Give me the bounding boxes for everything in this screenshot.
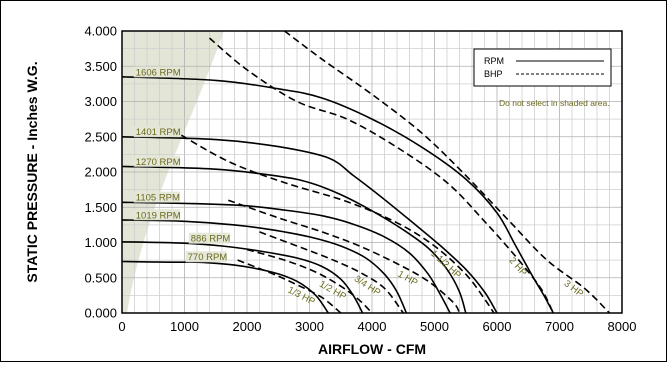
bhp-label-0: 1/3 HP <box>286 285 317 308</box>
bhp-curve-1 <box>246 248 373 313</box>
bhp-curve-6 <box>284 31 611 313</box>
x-tick-label: 8000 <box>608 319 637 334</box>
rpm-label-6: 1606 RPM <box>136 67 181 78</box>
bhp-label-4: 1 1/2 HP <box>428 248 463 281</box>
rpm-label-bg-5 <box>133 126 181 138</box>
legend-label-rpm: RPM <box>484 56 504 66</box>
rpm-label-4: 1270 RPM <box>136 157 181 168</box>
y-tick-label: 0.500 <box>84 270 117 285</box>
rpm-curve-3 <box>122 201 451 313</box>
legend: RPM BHP <box>473 48 612 87</box>
shaded-area-note: Do not select in shaded area. <box>499 98 610 108</box>
x-tick-label: 0 <box>118 319 125 334</box>
y-tick-label: 1.000 <box>84 235 117 250</box>
y-axis-title: STATIC PRESSURE - Inches W.G. <box>24 61 40 282</box>
curves <box>122 31 611 313</box>
legend-box <box>473 48 612 87</box>
x-tick-label: 3000 <box>295 319 324 334</box>
legend-label-bhp: BHP <box>484 69 503 79</box>
rpm-label-0: 770 RPM <box>188 252 228 263</box>
rpm-label-3: 1105 RPM <box>136 193 180 204</box>
y-tick-label: 3.000 <box>84 94 117 109</box>
x-axis-title: AIRFLOW - CFM <box>318 341 426 357</box>
y-tick-label: 3.500 <box>84 59 117 74</box>
bhp-curve-4 <box>171 129 495 313</box>
rpm-curve-5 <box>122 136 498 313</box>
x-tick-label: 6000 <box>483 319 512 334</box>
tick-labels: 0 1000 2000 3000 4000 5000 6000 7000 8000 0.000 0.… <box>84 24 636 335</box>
bhp-curve-3 <box>228 199 461 313</box>
bhp-label-3: 1 HP <box>396 269 420 289</box>
bhp-curve-5 <box>208 37 555 313</box>
rpm-label-5: 1401 RPM <box>136 127 181 138</box>
plot-border <box>121 30 623 314</box>
rpm-curve-4 <box>122 165 467 313</box>
rpm-curve-6 <box>122 76 555 313</box>
rpm-label-2: 1019 RPM <box>136 210 181 221</box>
x-tick-label: 1000 <box>170 319 199 334</box>
rpm-label-1: 886 RPM <box>191 234 231 245</box>
y-tick-label: 4.000 <box>84 24 117 39</box>
y-tick-label: 1.500 <box>84 200 117 215</box>
rpm-curve-1 <box>122 241 364 313</box>
bhp-label-6: 3 HP <box>562 278 585 299</box>
rpm-label-bg-1 <box>188 232 230 244</box>
rpm-label-bg-2 <box>133 209 181 221</box>
grid <box>122 31 622 313</box>
x-tick-label: 7000 <box>545 319 574 334</box>
y-tick-label: 0.000 <box>84 306 117 321</box>
rpm-curve-2 <box>122 219 408 313</box>
rpm-label-bg-6 <box>133 66 181 78</box>
rpm-label-bg-3 <box>133 191 181 203</box>
x-tick-label: 4000 <box>358 319 387 334</box>
rpm-label-bg-4 <box>133 155 181 167</box>
rpm-curve-0 <box>122 260 329 313</box>
bhp-curve-2 <box>259 231 404 313</box>
bhp-label-2: 3/4 HP <box>352 274 382 299</box>
x-tick-label: 2000 <box>233 319 262 334</box>
y-tick-label: 2.000 <box>84 165 117 180</box>
y-tick-label: 2.500 <box>84 129 117 144</box>
rpm-label-bg-0 <box>185 251 227 263</box>
x-tick-label: 5000 <box>420 319 449 334</box>
